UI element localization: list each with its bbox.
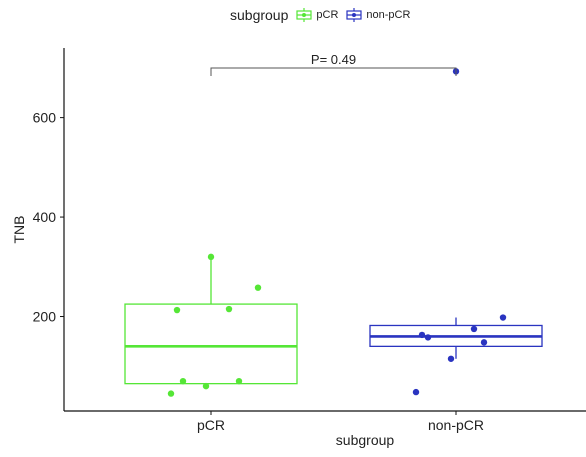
legend: subgroup pCR non-pCR [230,7,418,23]
data-point [447,355,455,362]
legend-key-non-pcr-icon [346,8,363,22]
y-tick-label: 600 [33,110,57,126]
p-value-label: P= 0.49 [311,52,356,67]
data-point [470,325,478,333]
y-axis-title: TNB [11,216,27,244]
data-point [225,305,233,313]
data-point [235,377,243,385]
legend-title: subgroup [230,7,289,23]
data-point [418,331,426,339]
data-point [167,390,175,397]
data-point [254,284,262,291]
x-tick-label: pCR [197,417,225,433]
data-point [412,388,420,396]
box-pcr [124,303,298,385]
y-tick-label: 200 [33,309,57,325]
data-point [207,253,215,261]
data-point [480,339,488,346]
data-point [173,306,181,314]
legend-label-pcr: pCR [316,9,339,21]
y-tick-label: 400 [33,209,57,225]
significance-bracket [210,67,457,76]
legend-key-pcr-icon [296,8,312,22]
legend-label-non-pcr: non-pCR [366,9,411,21]
legend-item-non-pcr: non-pCR [346,8,410,22]
legend-item-pcr: pCR [296,8,338,22]
data-point [424,334,432,341]
data-point [179,377,187,385]
x-axis-title: subgroup [336,432,395,448]
data-point [499,314,507,321]
x-tick-label: non-pCR [428,417,484,433]
data-point [202,382,210,390]
